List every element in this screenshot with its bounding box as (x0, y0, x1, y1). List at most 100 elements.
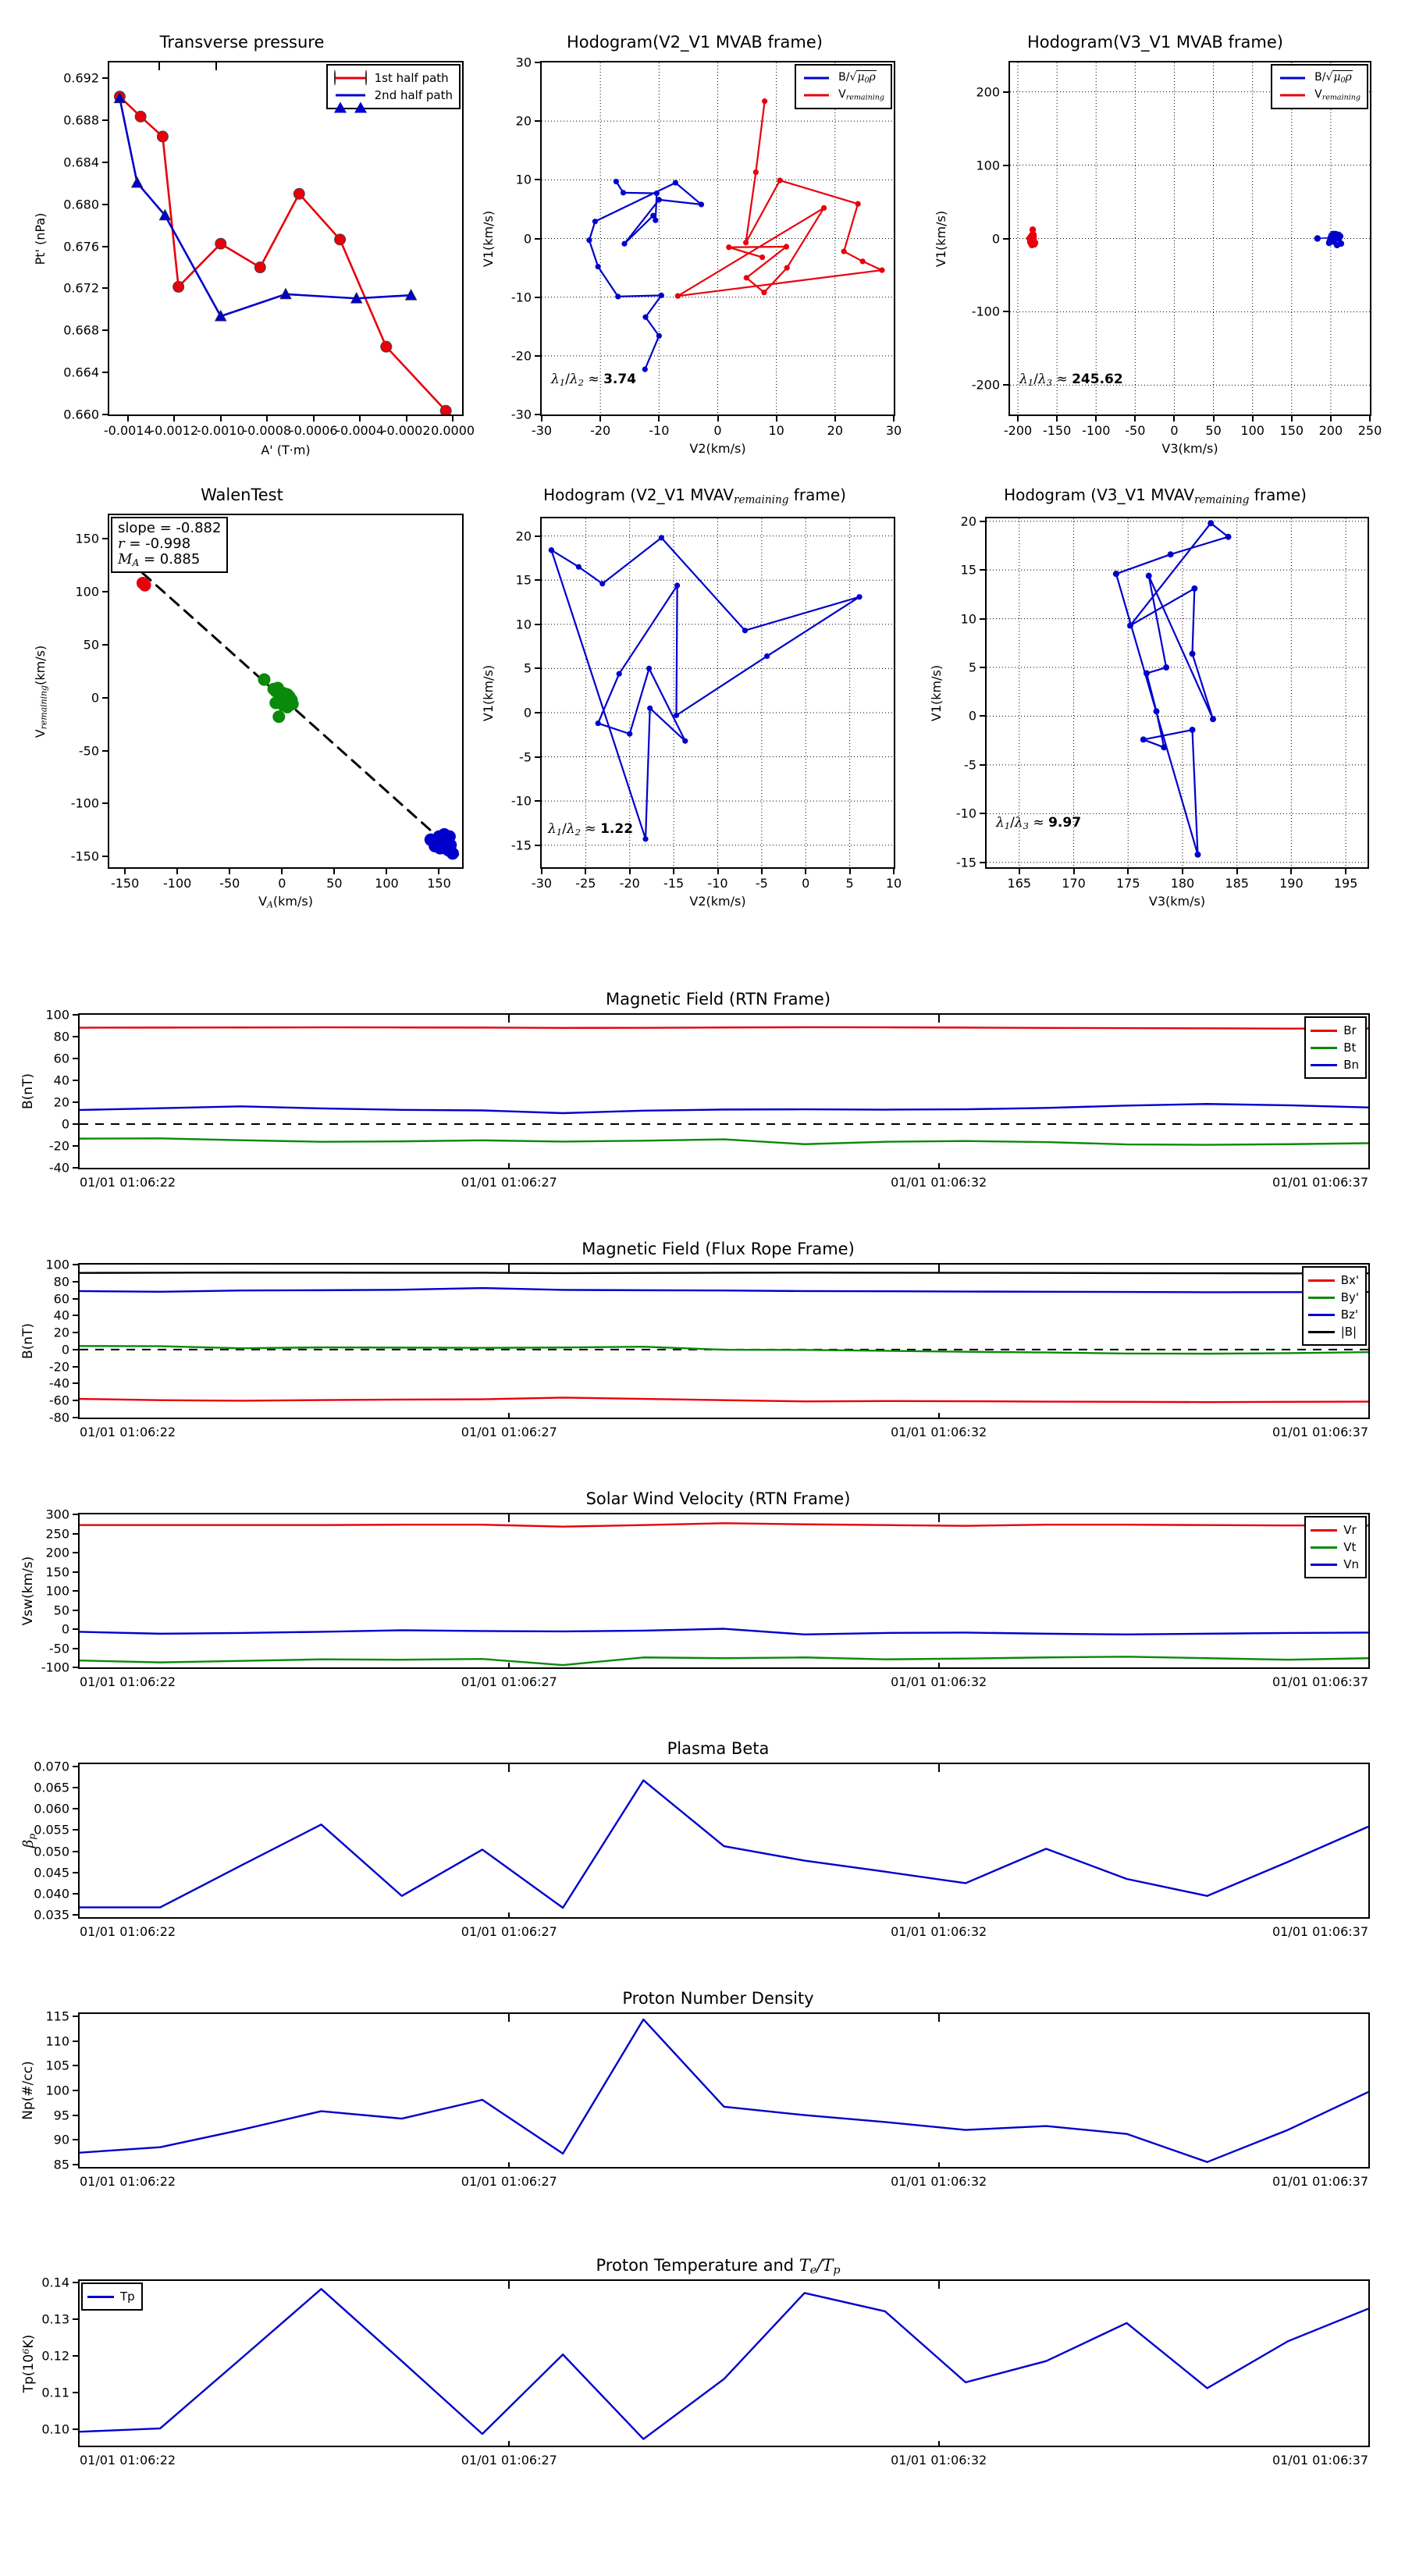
y-tickmark (73, 2392, 78, 2393)
plot-annotation: λ1/λ2 ≈ 1.22 (548, 821, 634, 838)
x-tick-label: -30 (531, 423, 553, 438)
x-tickmark (1134, 416, 1136, 422)
x-tickmark (893, 869, 895, 874)
y-tick-label: -50 (48, 1641, 69, 1656)
x-tickmark (1095, 416, 1097, 422)
x-tick-label: 30 (885, 423, 902, 438)
y-tick-label: 0.045 (34, 1865, 69, 1880)
x-tick-label: -150 (1042, 423, 1072, 438)
x-tickmark (673, 869, 675, 874)
x-tick-label: 01/01 01:06:37 (1272, 2453, 1368, 2467)
plot-legend: Tp (81, 2282, 143, 2311)
x-tick-label: 50 (1205, 423, 1222, 438)
x-axis-label: V2(km/s) (689, 894, 746, 909)
x-tickmark (937, 1413, 940, 1419)
legend-row: Br (1311, 1022, 1359, 1039)
y-tick-label: 20 (53, 1325, 69, 1340)
x-tickmark (1345, 869, 1347, 874)
y-tick-label: 250 (45, 1526, 69, 1541)
y-tick-label: 0.676 (63, 239, 99, 254)
y-tickmark (102, 856, 108, 858)
plot-area (78, 1763, 1370, 1919)
y-tick-label: -10 (510, 793, 532, 809)
y-tickmark (73, 2163, 78, 2165)
top-tick (937, 2281, 940, 2289)
plot-legend: Bx' By' Bz' |B| (1301, 1266, 1367, 1346)
y-tickmark (73, 1667, 78, 1668)
y-axis-label: Np(#/cc) (20, 2061, 36, 2120)
x-tickmark (333, 869, 336, 874)
x-tick-label: 01/01 01:06:37 (1272, 1674, 1368, 1689)
panel-title: Hodogram(V2_V1 MVAB frame) (567, 33, 823, 52)
x-axis-label: VA(km/s) (258, 894, 313, 910)
x-tick-label: -0.0012 (150, 423, 199, 438)
y-axis-label: Tp(106K) (20, 2334, 37, 2393)
plot-legend: B/√μ0ρ Vremaining (795, 64, 892, 109)
x-tickmark (1018, 869, 1020, 874)
y-tickmark (73, 1514, 78, 1515)
y-tickmark (102, 749, 108, 752)
y-tick-label: 90 (53, 2132, 69, 2147)
y-tick-label: 5 (968, 660, 976, 675)
legend-line (1311, 1063, 1338, 1066)
x-tick-label: 01/01 01:06:27 (461, 1425, 557, 1439)
x-tick-label: 150 (1279, 423, 1304, 438)
plot-canvas (80, 1522, 1368, 1667)
legend-row: Vr (1311, 1521, 1359, 1539)
y-tick-label: 0.13 (41, 2311, 69, 2327)
legend-row: 2nd half path (333, 87, 453, 113)
legend-marker (333, 69, 368, 86)
y-tickmark (73, 1348, 78, 1350)
y-tick-label: 60 (53, 1051, 69, 1066)
x-tickmark (508, 1163, 510, 1169)
x-tick-label: -200 (1003, 423, 1033, 438)
y-tickmark (102, 414, 108, 415)
x-tick-label: 01/01 01:06:37 (1272, 1425, 1368, 1439)
plot-area: slope = -0.882 r = -0.998 MA = 0.885 (108, 514, 464, 869)
legend-marker (801, 88, 832, 102)
top-tick (937, 1265, 940, 1272)
x-tickmark (359, 416, 361, 422)
y-tickmark (980, 617, 985, 620)
y-tickmark (535, 354, 540, 357)
y-tickmark (535, 120, 540, 123)
x-tickmark (1329, 416, 1332, 422)
plot-area (78, 2012, 1370, 2169)
x-tickmark (1290, 869, 1293, 874)
top-tick (508, 2014, 510, 2022)
y-tick-label: -50 (78, 743, 99, 759)
panel-title: Plasma Beta (667, 1739, 770, 1758)
y-tick-label: -40 (48, 1375, 69, 1391)
legend-row: Vn (1311, 1556, 1359, 1573)
y-tick-label: -100 (70, 795, 99, 811)
y-tickmark (73, 1382, 78, 1385)
y-tickmark (73, 2065, 78, 2067)
x-tickmark (628, 869, 631, 874)
x-tickmark (1251, 416, 1254, 422)
y-tickmark (73, 1871, 78, 1873)
y-tickmark (73, 1101, 78, 1103)
y-tickmark (535, 62, 540, 63)
top-tick (937, 1764, 940, 1772)
legend-label: 2nd half path (374, 87, 453, 102)
x-tick-label: 10 (768, 423, 784, 438)
plot-legend: Br Bt Bn (1304, 1016, 1367, 1079)
top-tick (937, 2014, 940, 2022)
walen-ma: MA = 0.885 (118, 551, 201, 569)
y-tickmark (73, 1532, 78, 1535)
panel-proton_number_density: Proton Number Density 85 90 95 100 105 110 115 0… (0, 1989, 1405, 2208)
y-tick-label: 0 (61, 1621, 69, 1637)
x-tick-label: 01/01 01:06:22 (80, 1425, 176, 1439)
y-tick-label: 0 (61, 1116, 69, 1132)
y-tickmark (73, 1914, 78, 1916)
y-tick-label: 50 (83, 637, 99, 653)
y-tick-label: -20 (48, 1138, 69, 1154)
y-tick-label: 200 (976, 84, 1000, 100)
y-tick-label: -10 (510, 290, 532, 305)
legend-row: Bn (1311, 1056, 1359, 1073)
walen-slope: slope = -0.882 (118, 520, 222, 536)
x-tickmark (281, 869, 283, 874)
x-tick-label: 165 (1007, 876, 1032, 891)
top-tick (937, 1015, 940, 1023)
legend-row: |B| (1307, 1323, 1359, 1340)
